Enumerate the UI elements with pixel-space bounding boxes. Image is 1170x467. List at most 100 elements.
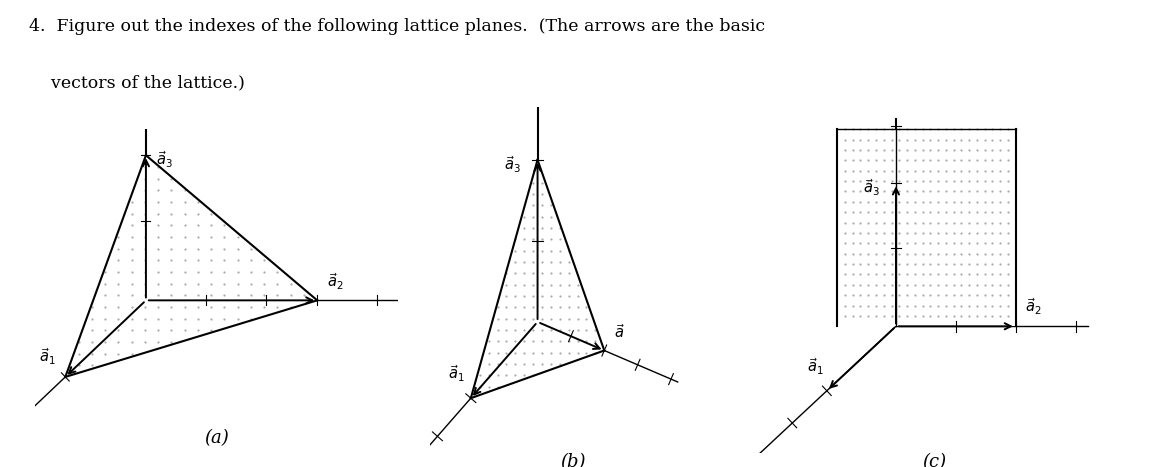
- Point: [859, 208, 878, 216]
- Point: [976, 291, 994, 299]
- Point: [149, 326, 167, 334]
- Point: [201, 280, 220, 287]
- Point: [497, 269, 516, 277]
- Point: [188, 245, 207, 252]
- Point: [976, 167, 994, 174]
- Point: [542, 213, 560, 220]
- Point: [188, 303, 207, 311]
- Point: [569, 281, 587, 289]
- Point: [542, 201, 560, 209]
- Point: [976, 302, 994, 309]
- Point: [835, 271, 854, 278]
- Point: [867, 240, 886, 247]
- Point: [983, 260, 1002, 268]
- Point: [914, 208, 932, 216]
- Point: [524, 269, 543, 277]
- Point: [524, 224, 543, 232]
- Point: [228, 291, 247, 299]
- Point: [867, 271, 886, 278]
- Point: [952, 177, 971, 185]
- Point: [149, 233, 167, 241]
- Point: [241, 291, 260, 299]
- Point: [559, 281, 578, 289]
- Point: [532, 281, 551, 289]
- Point: [906, 250, 924, 257]
- Point: [851, 240, 869, 247]
- Point: [906, 291, 924, 299]
- Point: [532, 258, 551, 266]
- Point: [999, 291, 1018, 299]
- Point: [991, 291, 1010, 299]
- Point: [921, 156, 940, 164]
- Point: [241, 303, 260, 311]
- Point: [991, 136, 1010, 143]
- Point: [255, 291, 274, 299]
- Point: [867, 156, 886, 164]
- Point: [874, 156, 893, 164]
- Point: [936, 291, 955, 299]
- Point: [569, 326, 587, 334]
- Point: [488, 338, 507, 345]
- Point: [976, 219, 994, 226]
- Point: [532, 213, 551, 220]
- Point: [844, 126, 862, 133]
- Point: [859, 136, 878, 143]
- Point: [505, 338, 524, 345]
- Point: [149, 338, 167, 346]
- Point: [929, 219, 948, 226]
- Text: $\vec{a}_3$: $\vec{a}_3$: [863, 178, 880, 198]
- Polygon shape: [470, 160, 604, 398]
- Point: [859, 188, 878, 195]
- Point: [524, 292, 543, 300]
- Point: [921, 260, 940, 268]
- Point: [109, 350, 128, 357]
- Point: [505, 326, 524, 334]
- Point: [480, 372, 498, 379]
- Point: [999, 240, 1018, 247]
- Point: [480, 361, 498, 368]
- Point: [906, 281, 924, 289]
- Point: [505, 235, 524, 243]
- Point: [897, 219, 916, 226]
- Point: [550, 235, 569, 243]
- Point: [550, 338, 569, 345]
- Point: [96, 338, 115, 346]
- Point: [215, 291, 234, 299]
- Point: [109, 245, 128, 252]
- Point: [952, 260, 971, 268]
- Point: [532, 201, 551, 209]
- Point: [952, 208, 971, 216]
- Point: [944, 302, 963, 309]
- Point: [914, 260, 932, 268]
- Point: [897, 177, 916, 185]
- Point: [944, 229, 963, 237]
- Polygon shape: [838, 129, 1016, 326]
- Point: [959, 302, 978, 309]
- Point: [882, 177, 901, 185]
- Point: [515, 372, 534, 379]
- Point: [882, 208, 901, 216]
- Point: [968, 271, 986, 278]
- Point: [550, 361, 569, 368]
- Point: [851, 146, 869, 154]
- Point: [176, 233, 194, 241]
- Point: [161, 210, 180, 217]
- Point: [991, 177, 1010, 185]
- Point: [577, 349, 596, 356]
- Point: [569, 315, 587, 323]
- Point: [122, 256, 140, 264]
- Point: [944, 281, 963, 289]
- Point: [542, 269, 560, 277]
- Point: [991, 229, 1010, 237]
- Point: [874, 126, 893, 133]
- Point: [96, 291, 115, 299]
- Text: $\vec{a}_2$: $\vec{a}_2$: [328, 272, 344, 292]
- Point: [976, 260, 994, 268]
- Point: [968, 177, 986, 185]
- Point: [550, 224, 569, 232]
- Point: [936, 219, 955, 226]
- Point: [859, 260, 878, 268]
- Point: [983, 219, 1002, 226]
- Point: [96, 280, 115, 287]
- Point: [882, 260, 901, 268]
